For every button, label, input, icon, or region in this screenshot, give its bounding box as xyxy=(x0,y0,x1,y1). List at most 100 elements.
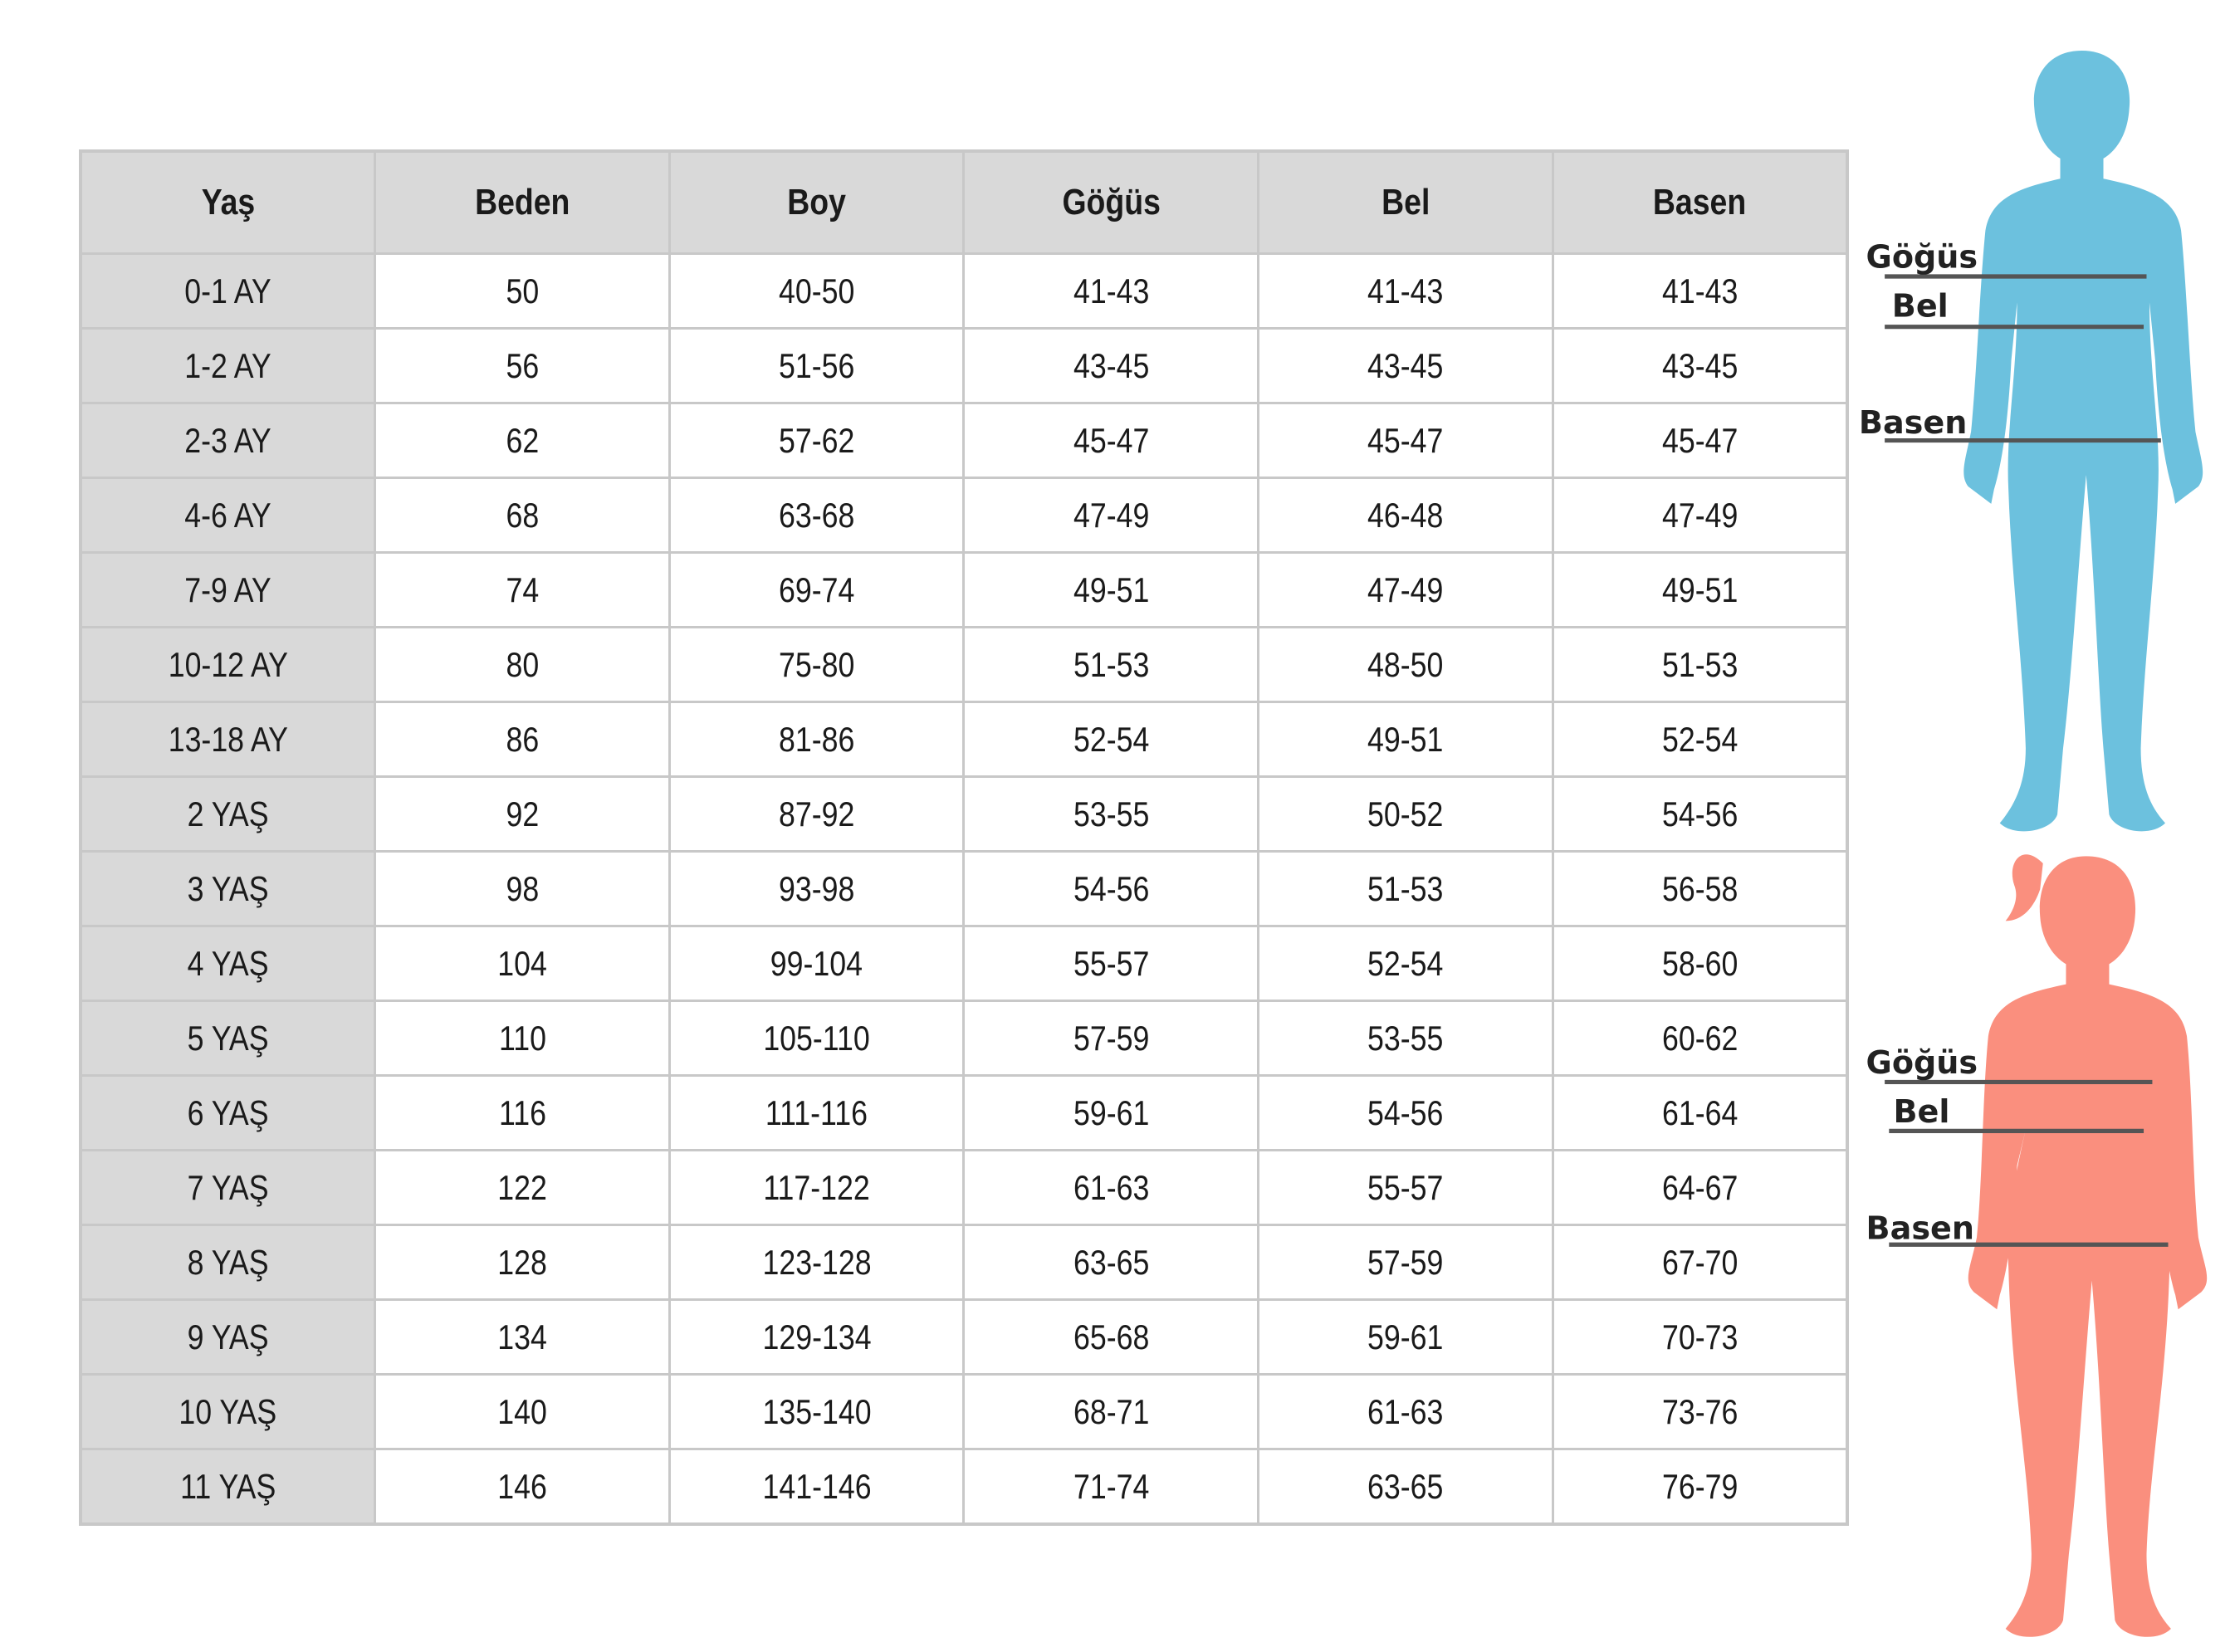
table-cell: 87-92 xyxy=(668,775,966,853)
cell-value: 116 xyxy=(498,1092,546,1132)
cell-value: 8 YAŞ xyxy=(187,1242,269,1282)
age-cell: 4-6 AY xyxy=(79,477,377,554)
age-cell: 2 YAŞ xyxy=(79,775,377,853)
cell-value: 10 YAŞ xyxy=(178,1391,277,1431)
table-cell: 122 xyxy=(374,1149,671,1226)
table-cell: 49-51 xyxy=(1551,551,1849,628)
table-cell: 69-74 xyxy=(668,551,966,628)
cell-value: 9 YAŞ xyxy=(187,1317,269,1356)
table-cell: 73-76 xyxy=(1551,1373,1849,1450)
age-cell: 8 YAŞ xyxy=(79,1224,377,1301)
table-row: 8 YAŞ 128 123-128 63-65 57-59 67-70 xyxy=(79,1224,1849,1301)
column-header-label: Basen xyxy=(1653,182,1747,222)
cell-value: 51-53 xyxy=(1073,644,1149,684)
table-row: 10-12 AY 80 75-80 51-53 48-50 51-53 xyxy=(79,626,1849,703)
cell-value: 3 YAŞ xyxy=(187,868,269,908)
table-row: 1-2 AY 56 51-56 43-45 43-45 43-45 xyxy=(79,327,1849,404)
table-cell: 41-43 xyxy=(962,252,1260,330)
girl-measure-lines xyxy=(1885,1079,2169,1247)
table-row: 7 YAŞ 122 117-122 61-63 55-57 64-67 xyxy=(79,1149,1849,1226)
table-cell: 74 xyxy=(374,551,671,628)
cell-value: 141-146 xyxy=(762,1466,872,1506)
table-cell: 67-70 xyxy=(1551,1224,1849,1301)
table-cell: 41-43 xyxy=(1551,252,1849,330)
table-cell: 92 xyxy=(374,775,671,853)
cell-value: 73-76 xyxy=(1661,1391,1739,1431)
table-cell: 45-47 xyxy=(962,402,1260,479)
table-cell: 50-52 xyxy=(1257,775,1554,853)
table-row: 9 YAŞ 134 129-134 65-68 59-61 70-73 xyxy=(79,1298,1849,1376)
cell-value: 98 xyxy=(506,868,539,908)
cell-value: 111-116 xyxy=(765,1092,868,1132)
table-cell: 99-104 xyxy=(668,925,966,1002)
table-cell: 68-71 xyxy=(962,1373,1260,1450)
cell-value: 54-56 xyxy=(1367,1092,1444,1132)
cell-value: 55-57 xyxy=(1073,943,1149,983)
table-cell: 57-59 xyxy=(1257,1224,1554,1301)
table-cell: 60-62 xyxy=(1551,1000,1849,1077)
table-cell: 75-80 xyxy=(668,626,966,703)
column-header-label: Boy xyxy=(787,182,846,222)
table-cell: 116 xyxy=(374,1074,671,1151)
age-cell: 5 YAŞ xyxy=(79,1000,377,1077)
table-cell: 57-62 xyxy=(668,402,966,479)
cell-value: 0-1 AY xyxy=(184,271,271,310)
table-cell: 45-47 xyxy=(1551,402,1849,479)
cell-value: 50 xyxy=(506,271,539,310)
column-header-label: Beden xyxy=(474,182,570,222)
cell-value: 70-73 xyxy=(1661,1317,1739,1356)
cell-value: 58-60 xyxy=(1661,943,1739,983)
cell-value: 51-53 xyxy=(1367,868,1444,908)
table-cell: 48-50 xyxy=(1257,626,1554,703)
cell-value: 49-51 xyxy=(1073,569,1149,609)
cell-value: 50-52 xyxy=(1367,794,1444,833)
girl-hip-label: Basen xyxy=(1866,1210,1974,1246)
table-cell: 110 xyxy=(374,1000,671,1077)
cell-value: 7 YAŞ xyxy=(187,1167,269,1207)
table-row: 7-9 AY 74 69-74 49-51 47-49 49-51 xyxy=(79,551,1849,628)
cell-value: 49-51 xyxy=(1367,719,1444,759)
cell-value: 1-2 AY xyxy=(184,345,271,385)
table-cell: 61-64 xyxy=(1551,1074,1849,1151)
age-cell: 4 YAŞ xyxy=(79,925,377,1002)
table-cell: 47-49 xyxy=(1551,477,1849,554)
table-cell: 104 xyxy=(374,925,671,1002)
column-header: Boy xyxy=(668,149,966,255)
table-cell: 93-98 xyxy=(668,850,966,927)
cell-value: 53-55 xyxy=(1073,794,1149,833)
boy-chest-label: Göğüs xyxy=(1866,239,1978,276)
table-cell: 40-50 xyxy=(668,252,966,330)
cell-value: 71-74 xyxy=(1073,1466,1149,1506)
table-cell: 41-43 xyxy=(1257,252,1554,330)
cell-value: 51-56 xyxy=(778,345,855,385)
table-cell: 62 xyxy=(374,402,671,479)
table-cell: 52-54 xyxy=(962,701,1260,778)
table-cell: 46-48 xyxy=(1257,477,1554,554)
table-cell: 43-45 xyxy=(962,327,1260,404)
table-cell: 134 xyxy=(374,1298,671,1376)
column-header: Yaş xyxy=(79,149,377,255)
table-cell: 61-63 xyxy=(1257,1373,1554,1450)
table-cell: 135-140 xyxy=(668,1373,966,1450)
cell-value: 69-74 xyxy=(778,569,855,609)
cell-value: 134 xyxy=(497,1317,547,1356)
cell-value: 52-54 xyxy=(1661,719,1739,759)
cell-value: 56-58 xyxy=(1661,868,1739,908)
cell-value: 43-45 xyxy=(1367,345,1444,385)
age-cell: 7 YAŞ xyxy=(79,1149,377,1226)
boy-measure-lines xyxy=(1885,274,2161,443)
table-cell: 56 xyxy=(374,327,671,404)
table-cell: 61-63 xyxy=(962,1149,1260,1226)
cell-value: 56 xyxy=(506,345,539,385)
cell-value: 2-3 AY xyxy=(184,420,271,460)
table-cell: 141-146 xyxy=(668,1448,966,1526)
table-row: 5 YAŞ 110 105-110 57-59 53-55 60-62 xyxy=(79,1000,1849,1077)
cell-value: 75-80 xyxy=(778,644,855,684)
cell-value: 81-86 xyxy=(778,719,855,759)
cell-value: 47-49 xyxy=(1661,495,1739,535)
table-cell: 54-56 xyxy=(962,850,1260,927)
table-cell: 56-58 xyxy=(1551,850,1849,927)
table-cell: 64-67 xyxy=(1551,1149,1849,1226)
table-row: 11 YAŞ 146 141-146 71-74 63-65 76-79 xyxy=(79,1448,1849,1526)
table-row: 6 YAŞ 116 111-116 59-61 54-56 61-64 xyxy=(79,1074,1849,1151)
